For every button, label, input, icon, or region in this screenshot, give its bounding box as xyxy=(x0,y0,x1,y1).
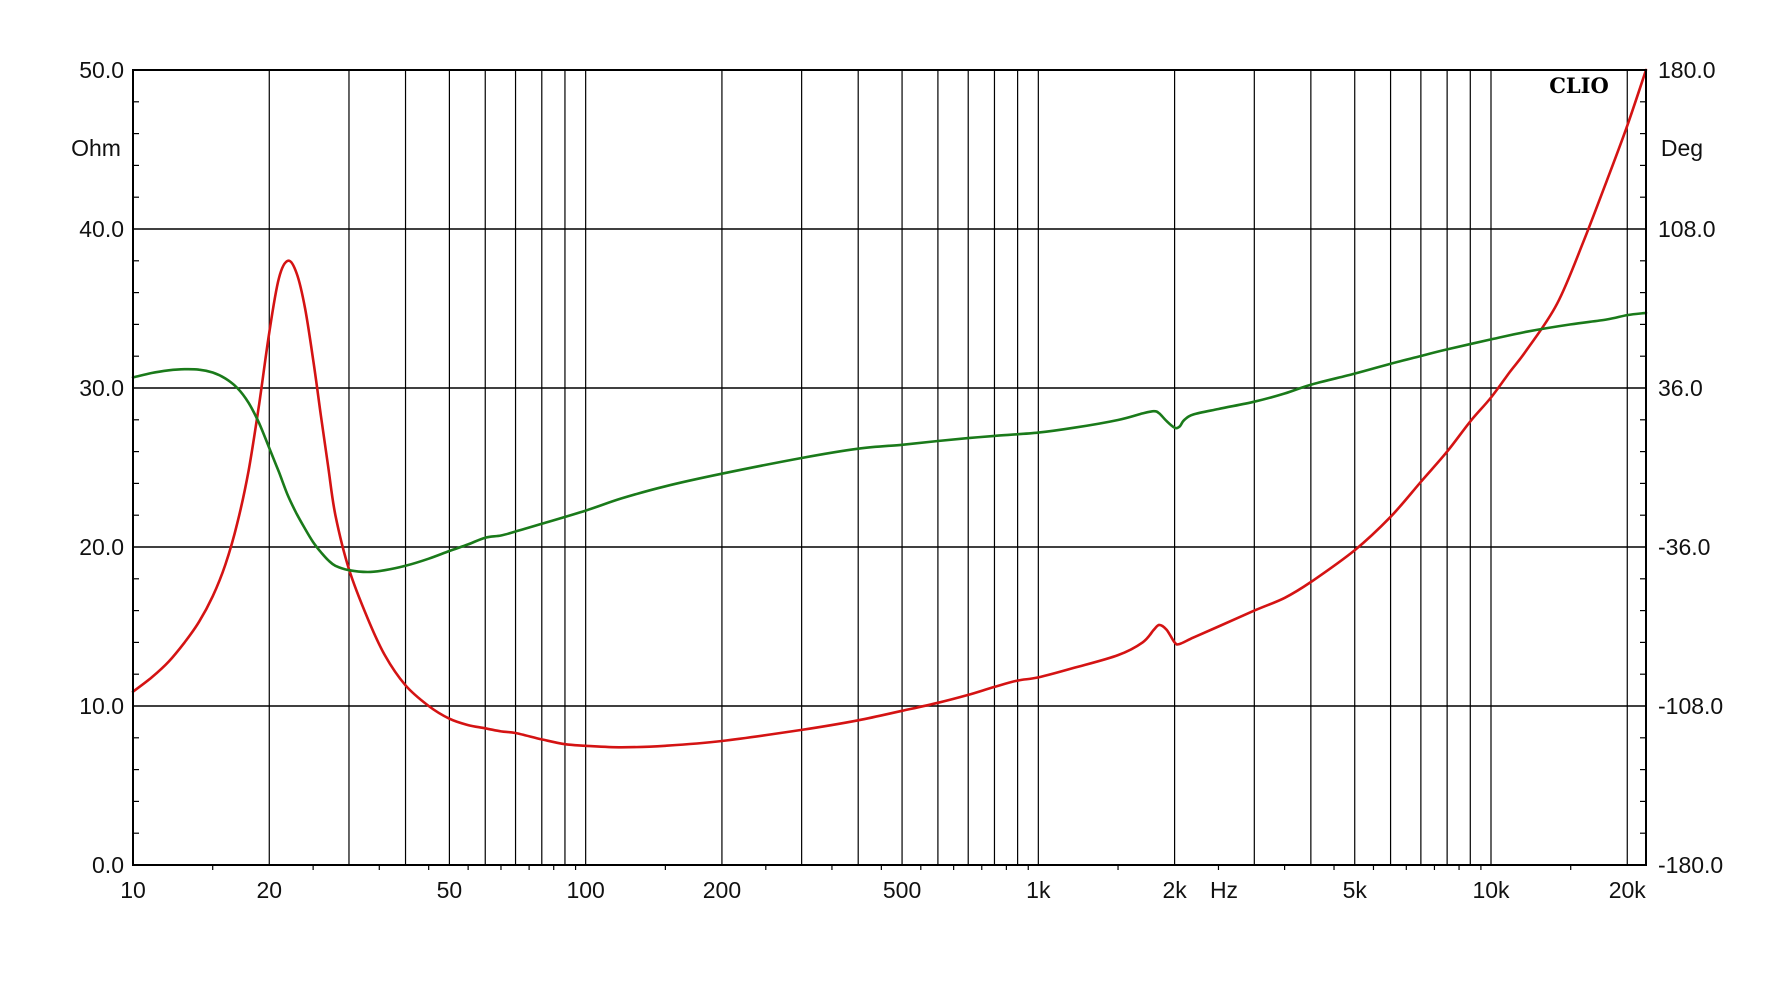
plot-frame xyxy=(132,69,1647,866)
impedance-curve xyxy=(131,68,1648,749)
y-left-unit-label: Ohm xyxy=(71,135,121,161)
x-tick-label: 10k xyxy=(1472,877,1510,903)
x-unit-label: Hz xyxy=(1210,877,1238,903)
x-tick-label: 20 xyxy=(256,877,282,903)
x-tick-label: 200 xyxy=(703,877,741,903)
x-tick-label: 100 xyxy=(566,877,604,903)
x-tick-label: 10 xyxy=(120,877,146,903)
y-right-tick-label: 108.0 xyxy=(1658,216,1716,242)
x-tick-label: 500 xyxy=(883,877,921,903)
y-right-tick-label: -108.0 xyxy=(1658,693,1723,719)
x-tick-label: 20k xyxy=(1609,877,1647,903)
x-tick-label: 2k xyxy=(1162,877,1187,903)
axis-labels: 0.0 10.0 20.0 30.0 40.0 50.0 -180.0 -108.0 -36.0… xyxy=(79,57,1723,903)
y-right-tick-label: -180.0 xyxy=(1658,852,1723,878)
x-tick-label: 5k xyxy=(1343,877,1368,903)
y-left-tick-label: 20.0 xyxy=(79,534,124,560)
curves xyxy=(131,68,1648,749)
y-left-tick-label: 10.0 xyxy=(79,693,124,719)
x-tick-label: 50 xyxy=(437,877,463,903)
y-right-tick-label: 180.0 xyxy=(1658,57,1716,83)
brand-label: CLIO xyxy=(1549,73,1609,98)
y-left-tick-label: 50.0 xyxy=(79,57,124,83)
y-left-tick-label: 30.0 xyxy=(79,375,124,401)
y-left-tick-label: 40.0 xyxy=(79,216,124,242)
y-right-unit-label: Deg xyxy=(1661,135,1703,161)
x-tick-label: 1k xyxy=(1026,877,1051,903)
y-right-tick-label: 36.0 xyxy=(1658,375,1703,401)
grid xyxy=(133,70,1646,870)
y-left-tick-label: 0.0 xyxy=(92,852,124,878)
y-right-tick-label: -36.0 xyxy=(1658,534,1710,560)
phase-curve xyxy=(131,311,1648,574)
